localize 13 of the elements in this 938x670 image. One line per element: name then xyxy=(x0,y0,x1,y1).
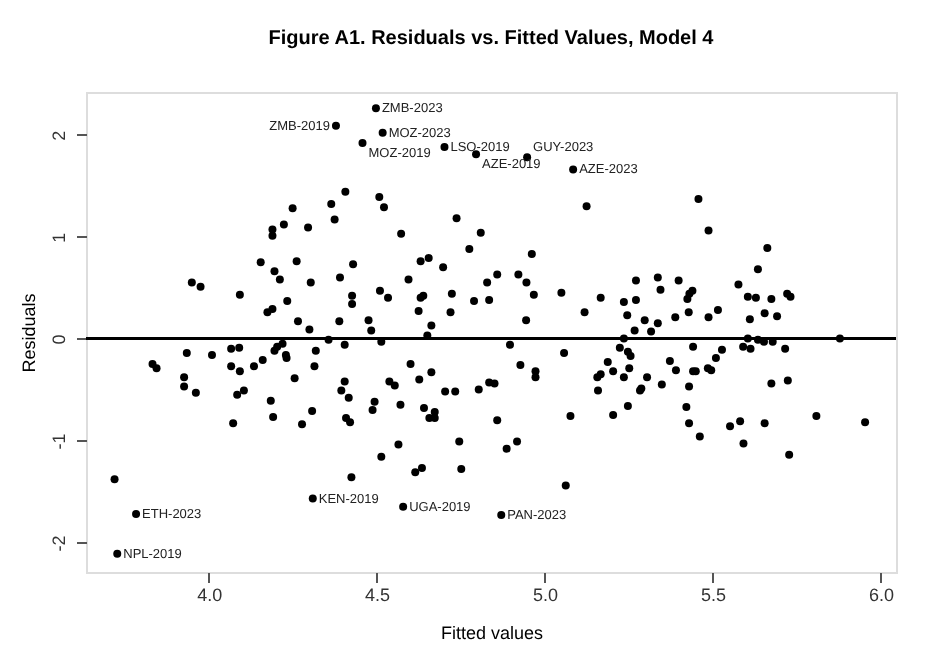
y-tick-label: 1 xyxy=(49,232,69,243)
y-tick-label: 0 xyxy=(49,334,69,345)
y-tick-label: -1 xyxy=(49,433,69,450)
chart-title: Figure A1. Residuals vs. Fitted Values, Model 4 xyxy=(268,28,715,50)
x-tick-label: 5.5 xyxy=(701,585,727,605)
x-tick-label: 6.0 xyxy=(869,585,895,605)
y-tick-label: -2 xyxy=(49,535,69,552)
x-tick-label: 5.0 xyxy=(533,585,559,605)
x-tick-label: 4.5 xyxy=(365,585,391,605)
x-tick-label: 4.0 xyxy=(197,585,223,605)
x-axis-title: Fitted values xyxy=(440,623,545,643)
y-axis-title: Residuals xyxy=(19,292,39,373)
y-tick-label: 2 xyxy=(49,130,69,141)
